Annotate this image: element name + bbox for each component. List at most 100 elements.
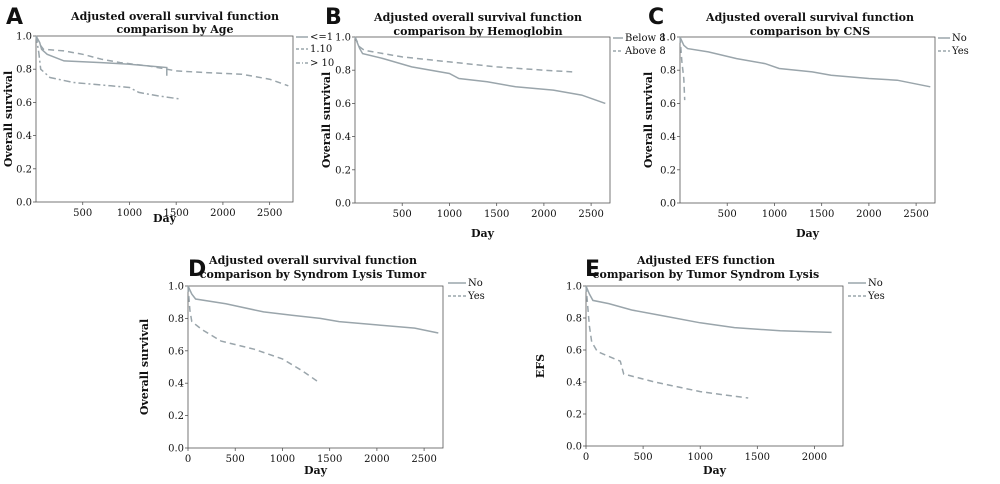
y-tick-label: 0.6	[168, 346, 184, 357]
legend-label: > 10	[310, 58, 334, 69]
y-tick-label: 0.2	[660, 165, 676, 176]
y-tick-label: 0.4	[566, 378, 582, 389]
x-tick-label: 500	[634, 452, 653, 463]
plot-frame	[187, 285, 444, 449]
y-tick-label: 0.8	[168, 314, 184, 325]
y-tick-label: 0.0	[168, 444, 184, 455]
y-axis-label: Overall survival	[642, 72, 655, 168]
y-tick-label: 0.0	[335, 199, 351, 210]
panel-letter: A	[6, 5, 23, 30]
x-tick-label: 2000	[802, 452, 827, 463]
y-tick-label: 0.8	[660, 66, 676, 77]
chart-title-line: Adjusted overall survival function	[705, 11, 914, 24]
x-tick-label: 1000	[687, 452, 712, 463]
panel-c: C Adjusted overall survival functioncompa…	[642, 5, 969, 240]
chart-title-line: comparison by Syndrom Lysis Tumor	[200, 268, 427, 281]
x-tick-label: 1000	[117, 208, 142, 219]
series-line--10	[35, 35, 182, 100]
y-tick-label: 0.4	[335, 132, 351, 143]
x-axis-label: Day	[796, 227, 820, 240]
legend-label: No	[952, 33, 967, 44]
legend-label: Above 8	[624, 46, 666, 57]
y-tick-label: 0.8	[335, 66, 351, 77]
x-tick-label: 2000	[531, 209, 556, 220]
y-tick-label: 0.6	[335, 99, 351, 110]
x-tick-label: 2500	[903, 209, 928, 220]
chart-title-line: Adjusted overall survival function	[70, 10, 279, 23]
x-tick-label: 1500	[809, 209, 834, 220]
x-tick-label: 500	[226, 454, 245, 465]
plot-frame	[35, 35, 294, 203]
x-tick-label: 2000	[210, 208, 235, 219]
x-tick-label: 500	[393, 209, 412, 220]
x-tick-label: 2500	[257, 208, 282, 219]
y-tick-label: 0.8	[566, 314, 582, 325]
legend-label: Yes	[951, 46, 969, 57]
x-tick-label: 0	[185, 454, 191, 465]
y-tick-label: 0.0	[16, 198, 32, 209]
x-tick-label: 1500	[745, 452, 770, 463]
x-tick-label: 500	[718, 209, 737, 220]
y-tick-label: 1.0	[168, 282, 184, 293]
panel-letter: D	[188, 257, 206, 282]
series-line-1-10	[35, 35, 289, 87]
y-tick-label: 1.0	[566, 282, 582, 293]
x-tick-label: 500	[73, 208, 92, 219]
plot-frame	[679, 36, 936, 204]
y-tick-label: 0.4	[660, 132, 676, 143]
series-line-yes	[679, 36, 686, 101]
y-tick-label: 0.2	[566, 410, 582, 421]
plot-frame	[585, 285, 844, 447]
legend-label: Below 8	[625, 33, 666, 44]
series-line--1	[35, 35, 168, 76]
chart-title-line: comparison by Age	[117, 23, 234, 36]
y-tick-label: 0.6	[566, 346, 582, 357]
panel-b: B Adjusted overall survival functioncompa…	[320, 5, 666, 240]
panel-letter: C	[648, 5, 664, 30]
y-tick-label: 0.6	[16, 98, 32, 109]
x-tick-label: 1000	[762, 209, 787, 220]
x-tick-label: 1500	[163, 208, 188, 219]
chart-title-line: Adjusted overall survival function	[208, 254, 417, 267]
legend-label: 1.10	[310, 44, 332, 55]
legend-label: No	[468, 278, 483, 289]
legend-label: <=1	[310, 32, 333, 43]
x-axis-label: Day	[471, 227, 495, 240]
y-tick-label: 1.0	[660, 33, 676, 44]
chart-title-line: Adjusted EFS function	[636, 254, 775, 267]
x-tick-label: 1000	[270, 454, 295, 465]
panel-a: A Adjusted overall survival functioncompa…	[2, 5, 334, 225]
panel-letter: E	[585, 257, 600, 282]
series-line-no	[585, 285, 832, 334]
y-tick-label: 0.2	[335, 165, 351, 176]
legend-label: Yes	[467, 291, 485, 302]
x-axis-label: Day	[304, 464, 328, 477]
series-line-no	[679, 36, 931, 88]
x-tick-label: 0	[583, 452, 589, 463]
y-tick-label: 0.0	[566, 442, 582, 453]
y-tick-label: 0.6	[660, 99, 676, 110]
y-axis-label: EFS	[534, 354, 547, 378]
series-line-below-8	[354, 36, 606, 105]
x-tick-label: 1500	[484, 209, 509, 220]
x-tick-label: 1500	[317, 454, 342, 465]
y-tick-label: 0.2	[16, 164, 32, 175]
y-tick-label: 1.0	[335, 33, 351, 44]
panel-letter: B	[325, 5, 342, 30]
chart-title-line: comparison by Hemoglobin	[393, 25, 562, 38]
x-tick-label: 2500	[411, 454, 436, 465]
chart-title-line: comparison by CNS	[750, 25, 871, 38]
x-tick-label: 2000	[856, 209, 881, 220]
plot-frame	[354, 36, 611, 204]
series-line-yes	[585, 285, 749, 399]
x-tick-label: 2500	[578, 209, 603, 220]
y-axis-label: Overall survival	[2, 71, 15, 167]
y-tick-label: 0.8	[16, 65, 32, 76]
y-tick-label: 0.2	[168, 411, 184, 422]
x-axis-label: Day	[153, 212, 177, 225]
chart-title-line: Adjusted overall survival function	[373, 11, 582, 24]
panel-d: D Adjusted overall survival functioncompa…	[138, 254, 485, 477]
legend-label: No	[868, 278, 883, 289]
